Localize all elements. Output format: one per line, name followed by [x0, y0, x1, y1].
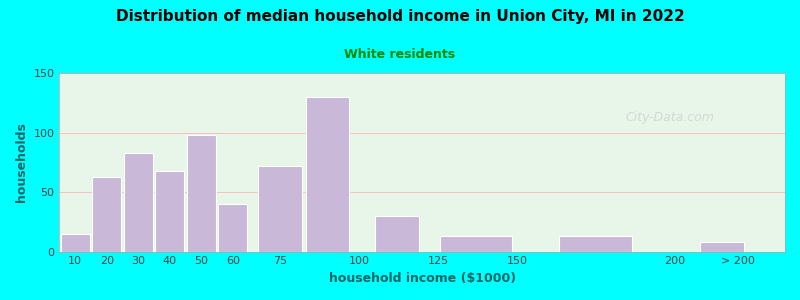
Bar — [700, 242, 744, 252]
X-axis label: household income ($1000): household income ($1000) — [329, 272, 516, 285]
Bar — [258, 166, 302, 252]
Text: City-Data.com: City-Data.com — [626, 111, 714, 124]
Bar — [92, 177, 122, 252]
Y-axis label: households: households — [15, 122, 28, 202]
Bar — [439, 236, 512, 252]
Bar — [218, 204, 247, 252]
Bar — [559, 236, 632, 252]
Bar — [375, 216, 418, 252]
Bar — [61, 234, 90, 252]
Text: White residents: White residents — [345, 48, 455, 61]
Bar — [187, 135, 216, 252]
Bar — [306, 97, 350, 252]
Text: Distribution of median household income in Union City, MI in 2022: Distribution of median household income … — [116, 9, 684, 24]
Bar — [124, 153, 153, 252]
Bar — [155, 171, 184, 252]
